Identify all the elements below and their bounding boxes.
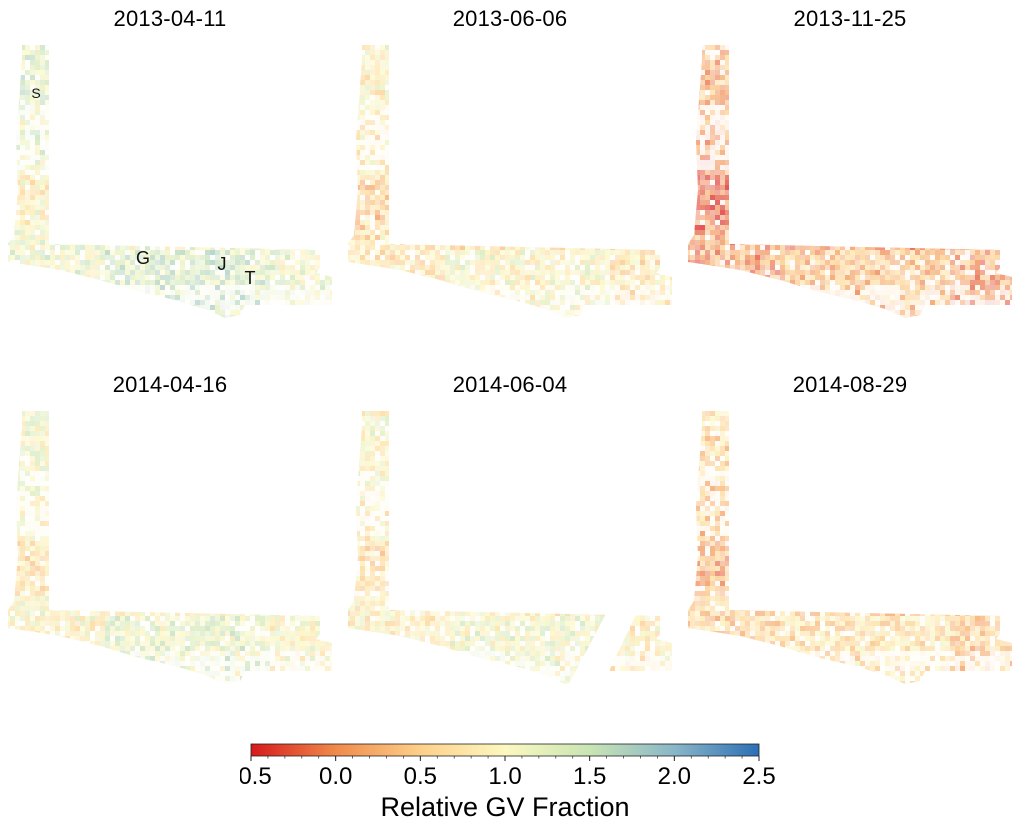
colorbar-tick-label: -0.5 xyxy=(240,763,272,790)
colorbar-tick-label: 0.5 xyxy=(404,763,437,790)
colorbar-title: Relative GV Fraction xyxy=(380,792,629,822)
panel-date: 2013-11-25 xyxy=(680,6,1020,32)
site-label: S xyxy=(31,85,40,101)
panel-date: 2013-04-11 xyxy=(0,6,340,32)
colorbar-tick-label: 2.0 xyxy=(658,763,691,790)
map-raster xyxy=(8,411,332,684)
colorbar-tick-label: 1.0 xyxy=(488,763,521,790)
panel-date: 2014-06-04 xyxy=(340,372,680,398)
gv-map xyxy=(348,411,672,686)
map-raster xyxy=(8,45,332,318)
site-label: J xyxy=(218,254,227,274)
colorbar-tick-label: 2.5 xyxy=(742,763,775,790)
colorbar-gradient xyxy=(250,743,760,757)
gv-map xyxy=(8,411,332,684)
gv-map: S G JT xyxy=(8,45,332,318)
map-raster xyxy=(348,45,672,318)
colorbar-ticks: -0.5 0.0 0.5 1.0 1.5 2.0 2.5 xyxy=(240,756,776,790)
map-panel: 2013-11-25 xyxy=(680,0,1020,340)
map-raster xyxy=(688,411,1012,684)
map-panel: 2013-06-06 xyxy=(340,0,680,340)
map-raster xyxy=(688,45,1012,318)
map-raster xyxy=(348,411,672,684)
panel-date: 2014-04-16 xyxy=(0,372,340,398)
gv-map xyxy=(688,45,1012,318)
map-panel: 2014-04-16 xyxy=(0,366,340,706)
gv-map xyxy=(688,411,1012,684)
gv-map xyxy=(348,45,672,318)
site-label: G xyxy=(136,248,150,268)
data-gap xyxy=(568,606,640,686)
panel-date: 2013-06-06 xyxy=(340,6,680,32)
map-panel: 2014-08-29 xyxy=(680,366,1020,706)
panel-date: 2014-08-29 xyxy=(680,372,1020,398)
colorbar-tick-label: 1.5 xyxy=(573,763,606,790)
colorbar: -0.5 0.0 0.5 1.0 1.5 2.0 2.5 Relative GV Fract… xyxy=(240,743,776,822)
map-panel: 2014-06-04 xyxy=(340,366,680,706)
site-label: T xyxy=(245,268,256,288)
colorbar-tick-label: 0.0 xyxy=(319,763,352,790)
